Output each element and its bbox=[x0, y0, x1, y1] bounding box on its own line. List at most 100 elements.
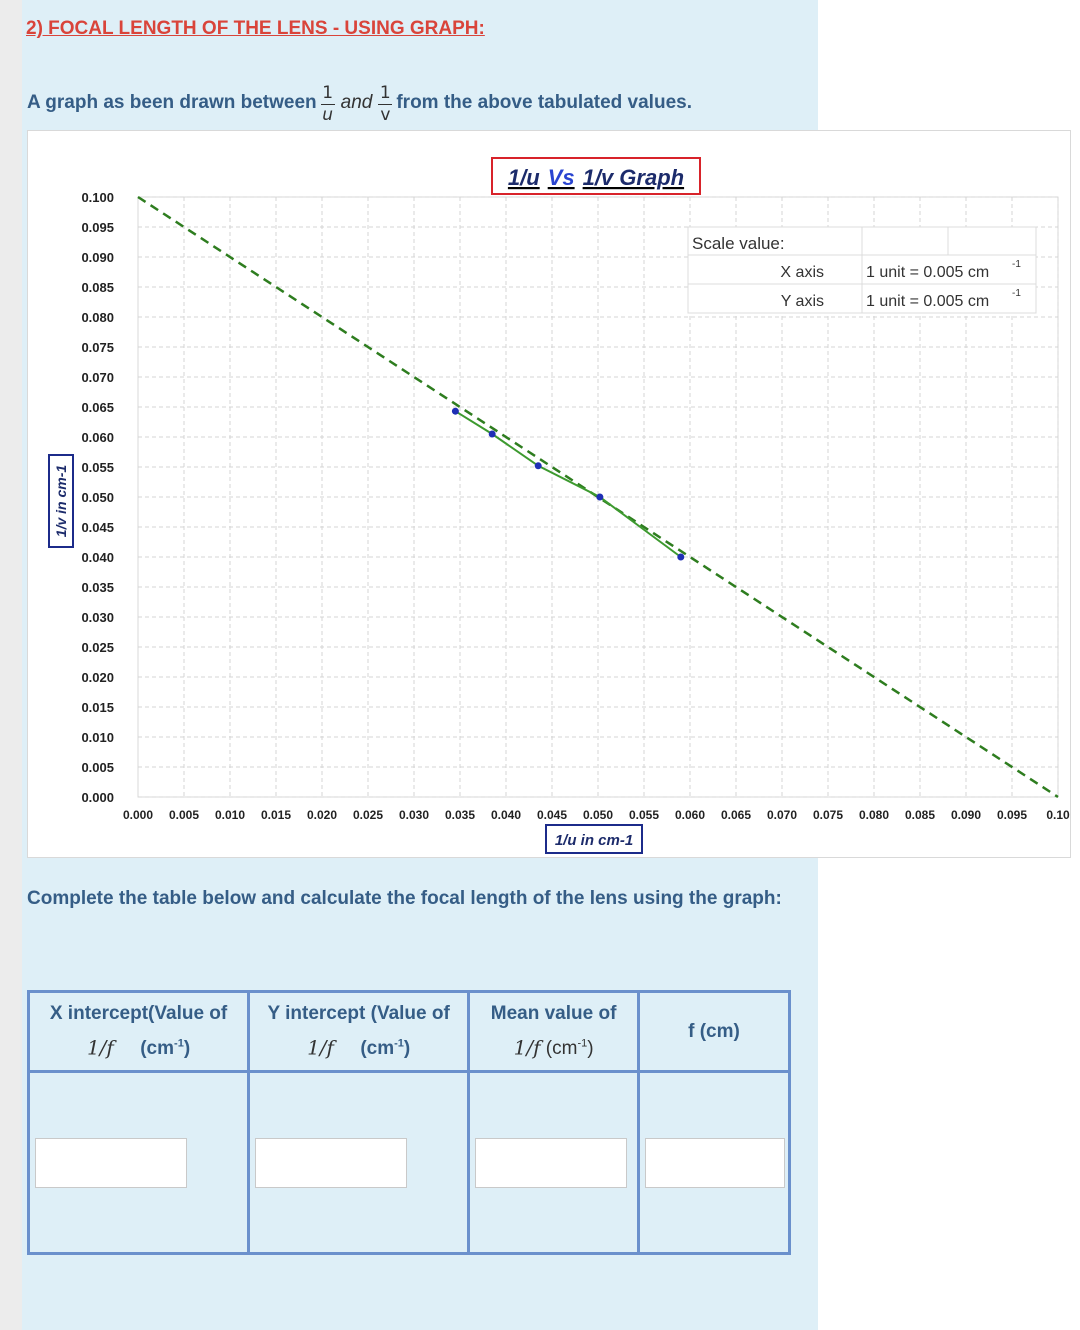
header-line2: 1/f (cm-1) bbox=[30, 1029, 247, 1064]
x-tick-label: 0.090 bbox=[951, 808, 981, 822]
fraction-bar bbox=[320, 103, 335, 105]
unit-close: ) bbox=[587, 1038, 594, 1060]
x-tick-label: 0.065 bbox=[721, 808, 751, 822]
fraction-numerator: 1 bbox=[322, 82, 334, 103]
unit-sup: -1 bbox=[577, 1037, 588, 1050]
header-unit: (cm-1) bbox=[360, 1038, 410, 1059]
y-tick-label: 0.000 bbox=[81, 790, 114, 805]
y-tick-label: 0.070 bbox=[81, 370, 114, 385]
y-tick-label: 0.055 bbox=[81, 460, 114, 475]
cell-focal-length bbox=[636, 1070, 792, 1255]
y-axis-label: 1/v in cm-1 bbox=[53, 465, 69, 538]
unit-close: ) bbox=[403, 1038, 411, 1060]
y-intercept-input[interactable] bbox=[255, 1137, 408, 1188]
x-tick-label: 0.010 bbox=[215, 808, 245, 822]
unit-text: (cm bbox=[140, 1038, 175, 1060]
x-tick-label: 0.000 bbox=[123, 808, 153, 822]
x-tick-label: 0.060 bbox=[675, 808, 705, 822]
header-line1: Y intercept (Value of bbox=[267, 1002, 450, 1024]
y-tick-label: 0.060 bbox=[81, 430, 114, 445]
data-point bbox=[596, 493, 604, 501]
fraction-bar bbox=[378, 103, 393, 105]
x-tick-label: 0.025 bbox=[353, 808, 383, 822]
scale-x-axis-label: X axis bbox=[780, 264, 824, 281]
x-tick-label: 0.035 bbox=[445, 808, 475, 822]
x-tick-label: 0.050 bbox=[583, 808, 613, 822]
y-tick-label: 0.090 bbox=[81, 250, 114, 265]
scale-y-axis-label: Y axis bbox=[781, 293, 824, 310]
unit-text: (cm bbox=[545, 1038, 578, 1060]
x-tick-label: 0.070 bbox=[767, 808, 797, 822]
scale-y-axis-sup: -1 bbox=[1012, 288, 1021, 299]
header-unit: (cm-1) bbox=[546, 1038, 594, 1059]
section-heading: 2) FOCAL LENGTH OF THE LENS - USING GRAP… bbox=[26, 18, 485, 39]
chart-title-part: 1/v Graph bbox=[583, 165, 684, 190]
header-line1: Mean value of bbox=[490, 1002, 617, 1024]
x-tick-label: 0.085 bbox=[905, 808, 935, 822]
header-fraction: 1/f bbox=[307, 1035, 334, 1060]
data-point bbox=[451, 407, 459, 415]
x-tick-label: 0.080 bbox=[859, 808, 889, 822]
chart-title-part: 1/u bbox=[508, 165, 540, 190]
y-tick-label: 0.080 bbox=[81, 310, 114, 325]
unit-sup: -1 bbox=[394, 1037, 404, 1050]
data-point bbox=[534, 462, 542, 470]
header-fraction: 1/f bbox=[513, 1035, 541, 1060]
intro-suffix: from the above tabulated values. bbox=[396, 92, 692, 113]
x-tick-label: 0.075 bbox=[813, 808, 843, 822]
y-tick-label: 0.095 bbox=[81, 220, 114, 235]
scale-heading: Scale value: bbox=[692, 234, 785, 253]
graph-chart: 0.000 0.005 0.010 0.015 0.020 0.025 0.030 0.035… bbox=[27, 130, 1071, 858]
scale-x-axis-value: 1 unit = 0.005 cm bbox=[866, 264, 989, 281]
x-tick-label: 0.020 bbox=[307, 808, 337, 822]
page-margin bbox=[0, 0, 22, 1330]
cell-mean-value bbox=[467, 1070, 640, 1255]
header-unit: (cm-1) bbox=[140, 1038, 190, 1059]
scale-y-axis-value: 1 unit = 0.005 cm bbox=[866, 293, 989, 310]
chart-title-box bbox=[491, 157, 701, 195]
header-line2: 1/f (cm-1) bbox=[470, 1029, 637, 1064]
graph-svg: 0.000 0.005 0.010 0.015 0.020 0.025 0.030 0.035… bbox=[48, 157, 1070, 854]
y-tick-label: 0.040 bbox=[81, 550, 114, 565]
fraction-one-over-v: 1 v bbox=[378, 83, 393, 125]
x-tick-label: 0.040 bbox=[491, 808, 521, 822]
unit-sup: -1 bbox=[174, 1037, 184, 1050]
y-axis-label-group: 1/v in cm-1 bbox=[48, 454, 74, 548]
data-point bbox=[488, 430, 496, 438]
x-tick-label: 0.030 bbox=[399, 808, 429, 822]
focal-length-input[interactable] bbox=[644, 1137, 785, 1188]
intro-sentence: A graph as been drawn between 1 u and 1 … bbox=[27, 78, 692, 128]
unit-close: ) bbox=[183, 1038, 191, 1060]
intro-and: and bbox=[340, 92, 373, 113]
series bbox=[137, 195, 1059, 799]
y-tick-label: 0.085 bbox=[81, 280, 114, 295]
x-tick-label: 0.045 bbox=[537, 808, 567, 822]
fraction-one-over-u: 1 u bbox=[320, 82, 335, 124]
header-y-intercept: Y intercept (Value of 1/f (cm-1) bbox=[247, 990, 471, 1073]
cell-y-intercept bbox=[247, 1070, 471, 1255]
chart-title: 1/u Vs 1/v Graph bbox=[508, 165, 684, 190]
y-tick-label: 0.045 bbox=[81, 520, 114, 535]
mean-value-input[interactable] bbox=[475, 1137, 628, 1188]
cell-x-intercept bbox=[26, 1070, 251, 1255]
x-tick-label: 0.005 bbox=[169, 808, 199, 822]
fraction-denominator: v bbox=[380, 104, 391, 125]
y-tick-label: 0.025 bbox=[81, 640, 114, 655]
chart-title-part: Vs bbox=[548, 165, 575, 190]
scale-box: Scale value: X axis 1 unit = 0.005 cm -1… bbox=[687, 226, 1037, 314]
instruction-text: Complete the table below and calculate t… bbox=[27, 888, 782, 909]
scale-x-axis-sup: -1 bbox=[1012, 259, 1021, 270]
y-tick-label: 0.035 bbox=[81, 580, 114, 595]
y-tick-label: 0.100 bbox=[81, 190, 114, 205]
x-axis-label-box bbox=[545, 824, 643, 854]
table-header-row: X intercept(Value of 1/f (cm-1) Y interc… bbox=[26, 990, 792, 1073]
x-tick-label: 0.10 bbox=[1046, 808, 1070, 822]
header-x-intercept: X intercept(Value of 1/f (cm-1) bbox=[26, 990, 251, 1073]
y-tick-label: 0.075 bbox=[81, 340, 114, 355]
intro-prefix: A graph as been drawn between bbox=[27, 92, 317, 113]
x-axis-label: 1/u in cm-1 bbox=[555, 832, 633, 849]
y-tick-label: 0.010 bbox=[81, 730, 114, 745]
x-intercept-input[interactable] bbox=[35, 1137, 187, 1188]
x-tick-label: 0.095 bbox=[997, 808, 1027, 822]
unit-text: (cm bbox=[360, 1038, 395, 1060]
